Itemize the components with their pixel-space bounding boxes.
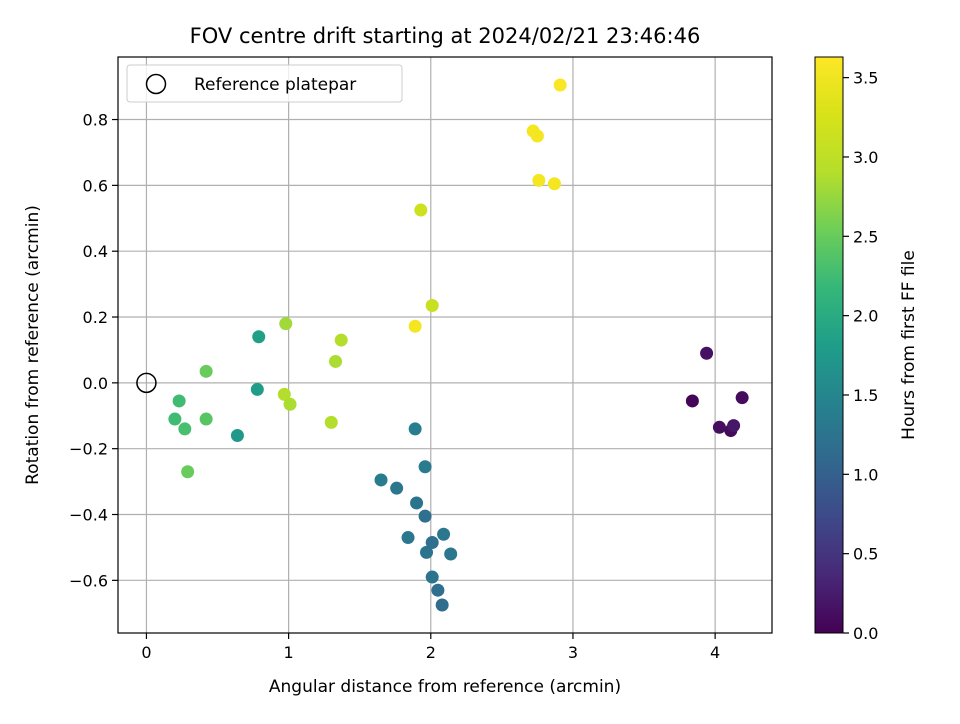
scatter-point [410, 496, 424, 510]
legend-label: Reference platepar [194, 75, 356, 95]
scatter-point [178, 422, 192, 436]
scatter-point [700, 346, 714, 360]
colorbar-tick-label: 2.5 [853, 227, 878, 246]
y-tick-label: 0.2 [83, 308, 108, 327]
colorbar-tick-label: 1.5 [853, 386, 878, 405]
y-axis-label: Rotation from reference (arcmin) [23, 205, 43, 485]
scatter-point [735, 391, 749, 405]
grid [118, 57, 772, 633]
scatter-point [437, 527, 451, 541]
scatter-point [172, 394, 186, 408]
scatter-point [230, 429, 244, 443]
scatter-point [277, 387, 291, 401]
colorbar-tick-label: 3.5 [853, 69, 878, 88]
scatter-point [199, 412, 213, 426]
scatter-point [685, 394, 699, 408]
colorbar-tick-label: 0.5 [853, 545, 878, 564]
scatter-point [418, 509, 432, 523]
scatter-point [414, 203, 428, 217]
y-tick-label: −0.2 [69, 440, 108, 459]
scatter-point [425, 535, 439, 549]
scatter-point [252, 330, 266, 344]
scatter-point [401, 531, 415, 545]
scatter-point [408, 422, 422, 436]
scatter-point [547, 177, 561, 191]
scatter-point [553, 78, 567, 92]
chart-title: FOV centre drift starting at 2024/02/21 … [190, 24, 701, 48]
scatter-point [408, 319, 422, 333]
scatter-point [532, 173, 546, 187]
scatter-point [324, 415, 338, 429]
data-points [168, 78, 749, 612]
scatter-point [374, 473, 388, 487]
scatter-point [727, 419, 741, 433]
plot-frame [117, 56, 773, 634]
y-tick-label: 0.4 [83, 242, 108, 261]
scatter-point [199, 364, 213, 378]
legend-box [126, 64, 403, 103]
y-tick-label: 0.6 [83, 176, 108, 195]
y-axis-ticks: −0.6 −0.4 −0.2 0.0 0.2 0.4 0.6 0.8 [69, 111, 118, 590]
scatter-point [168, 412, 182, 426]
scatter-point [444, 547, 458, 561]
scatter-point [420, 545, 434, 559]
scatter-point [712, 420, 726, 434]
y-tick-label: −0.6 [69, 571, 108, 590]
scatter-point [425, 299, 439, 313]
scatter-point [250, 382, 264, 396]
x-tick-label: 3 [568, 643, 578, 662]
reference-point [136, 372, 157, 394]
scatter-point [279, 317, 293, 331]
scatter-point [418, 460, 432, 474]
x-tick-label: 4 [710, 643, 720, 662]
colorbar-tick-label: 1.0 [853, 465, 878, 484]
x-tick-label: 0 [141, 643, 151, 662]
x-tick-label: 1 [284, 643, 294, 662]
scatter-point [283, 397, 297, 411]
x-tick-label: 2 [426, 643, 436, 662]
y-tick-label: 0.8 [83, 111, 108, 130]
scatter-point [181, 465, 195, 479]
colorbar: 0.0 0.5 1.0 1.5 2.0 2.5 3.0 3.5 Hours from firs… [814, 56, 919, 643]
colorbar-tick-label: 3.0 [853, 148, 878, 167]
legend-marker [145, 73, 167, 95]
scatter-point [435, 598, 449, 612]
colorbar-tick-label: 2.0 [853, 307, 878, 326]
reference-marker [136, 372, 157, 394]
scatter-point [425, 570, 439, 584]
colorbar-tick-label: 0.0 [853, 624, 878, 643]
scatter-point [334, 333, 348, 347]
scatter-point [329, 354, 343, 368]
colorbar-gradient [814, 56, 844, 634]
scatter-point [530, 129, 544, 143]
x-axis-label: Angular distance from reference (arcmin) [269, 677, 621, 697]
y-tick-label: −0.4 [69, 506, 108, 525]
colorbar-label: Hours from first FF file [899, 250, 919, 440]
scatter-point [390, 481, 404, 495]
x-axis-ticks: 0 1 2 3 4 [141, 633, 720, 662]
colorbar-ticks: 0.0 0.5 1.0 1.5 2.0 2.5 3.0 3.5 [843, 69, 878, 643]
legend: Reference platepar [126, 64, 403, 103]
y-tick-label: 0.0 [83, 374, 108, 393]
scatter-point [431, 583, 445, 597]
